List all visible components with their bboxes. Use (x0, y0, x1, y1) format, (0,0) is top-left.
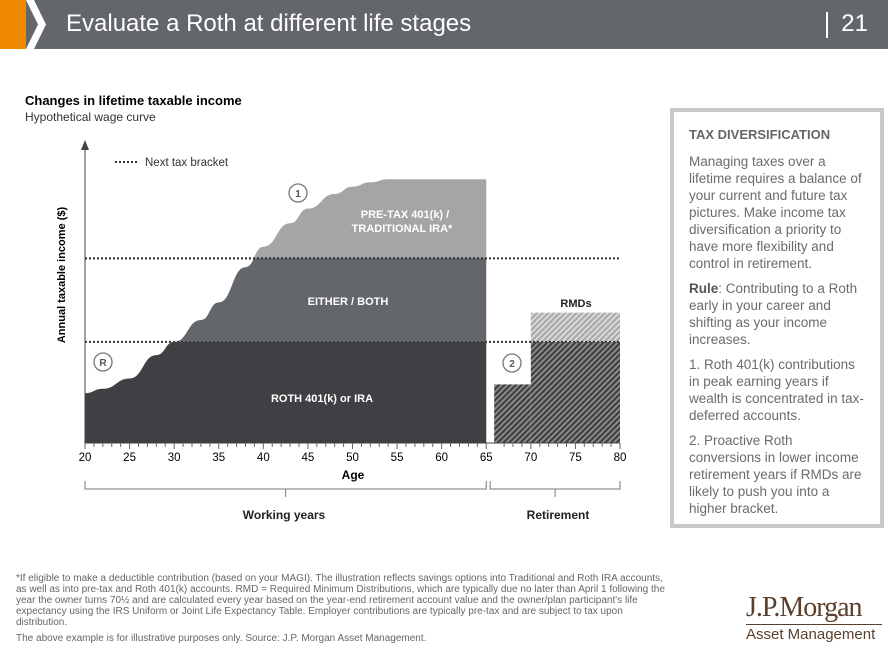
page-title: Evaluate a Roth at different life stages (66, 10, 472, 37)
header-bar: Evaluate a Roth at different life stages… (0, 0, 888, 49)
svg-text:1: 1 (295, 189, 301, 200)
rule-text: : Contributing to a Roth early in your c… (689, 281, 858, 347)
age-bracket (84, 481, 487, 497)
y-axis-arrow-icon (81, 140, 89, 150)
x-tick-label: 20 (79, 452, 92, 464)
panel-point-2: 2. Proactive Roth conversions in lower i… (689, 433, 862, 516)
chart-title: Changes in lifetime taxable income (25, 93, 242, 108)
area-retirement-late (530, 341, 620, 443)
x-tick-label: 65 (480, 452, 493, 464)
age-bracket (489, 481, 621, 497)
svg-text:R: R (99, 358, 107, 369)
x-tick-label: 35 (212, 452, 225, 464)
logo-subtitle: Asset Management (746, 626, 876, 643)
working-years-label: Working years (243, 508, 326, 522)
x-tick-label: 40 (257, 452, 270, 464)
header-accent (0, 0, 26, 49)
region-label-rmds: RMDs (560, 298, 591, 310)
chevron-icon (26, 0, 46, 49)
marker-2: 2 (502, 353, 522, 373)
x-tick-label: 70 (524, 452, 537, 464)
x-tick-label: 75 (569, 452, 582, 464)
x-tick-label: 30 (168, 452, 181, 464)
x-axis-label: Age (342, 468, 365, 482)
region-label-pretax: PRE-TAX 401(k) / TRADITIONAL IRA* (352, 209, 453, 235)
wage-chart: 20 25 30 35 40 45 50 55 60 65 70 75 80 Annual taxabl… (56, 140, 627, 522)
footnote: *If eligible to make a deductible contri… (16, 573, 665, 628)
area-pretax (253, 179, 487, 259)
tax-diversification-panel: TAX DIVERSIFICATION Managing taxes over … (670, 108, 884, 528)
y-axis-label: Annual taxable income ($) (56, 207, 68, 344)
area-rmds (530, 312, 620, 342)
x-tick-label: 55 (391, 452, 404, 464)
source-note: The above example is for illustrative pu… (16, 633, 427, 644)
x-tick-label: 60 (435, 452, 448, 464)
retirement-label: Retirement (527, 508, 590, 522)
panel-heading: TAX DIVERSIFICATION (689, 127, 831, 142)
logo-wordmark: J.P.Morgan (746, 592, 863, 623)
marker-r: R (93, 352, 113, 372)
divider (826, 12, 828, 38)
x-tick-label: 80 (614, 452, 627, 464)
jpmorgan-logo: J.P.Morgan Asset Management (746, 592, 886, 643)
x-tick-label: 25 (123, 452, 136, 464)
panel-intro: Managing taxes over a lifetime requires … (689, 154, 862, 271)
x-tick-label: 50 (346, 452, 359, 464)
area-either (174, 258, 487, 342)
area-retirement-early (494, 384, 531, 443)
region-label-roth: ROTH 401(k) or IRA (271, 393, 373, 405)
panel-point-1: 1. Roth 401(k) contributions in peak ear… (689, 357, 864, 423)
x-tick-label: 45 (302, 452, 315, 464)
region-label-either: EITHER / BOTH (308, 296, 389, 308)
area-roth (85, 341, 487, 443)
panel-rule: Rule: Contributing to a Roth early in yo… (689, 280, 865, 348)
marker-1: 1 (288, 183, 308, 203)
svg-text:2: 2 (509, 359, 515, 370)
page-number: 21 (841, 10, 868, 37)
rule-label: Rule (689, 281, 719, 296)
legend-label: Next tax bracket (145, 157, 229, 169)
chart-subtitle: Hypothetical wage curve (25, 110, 156, 124)
